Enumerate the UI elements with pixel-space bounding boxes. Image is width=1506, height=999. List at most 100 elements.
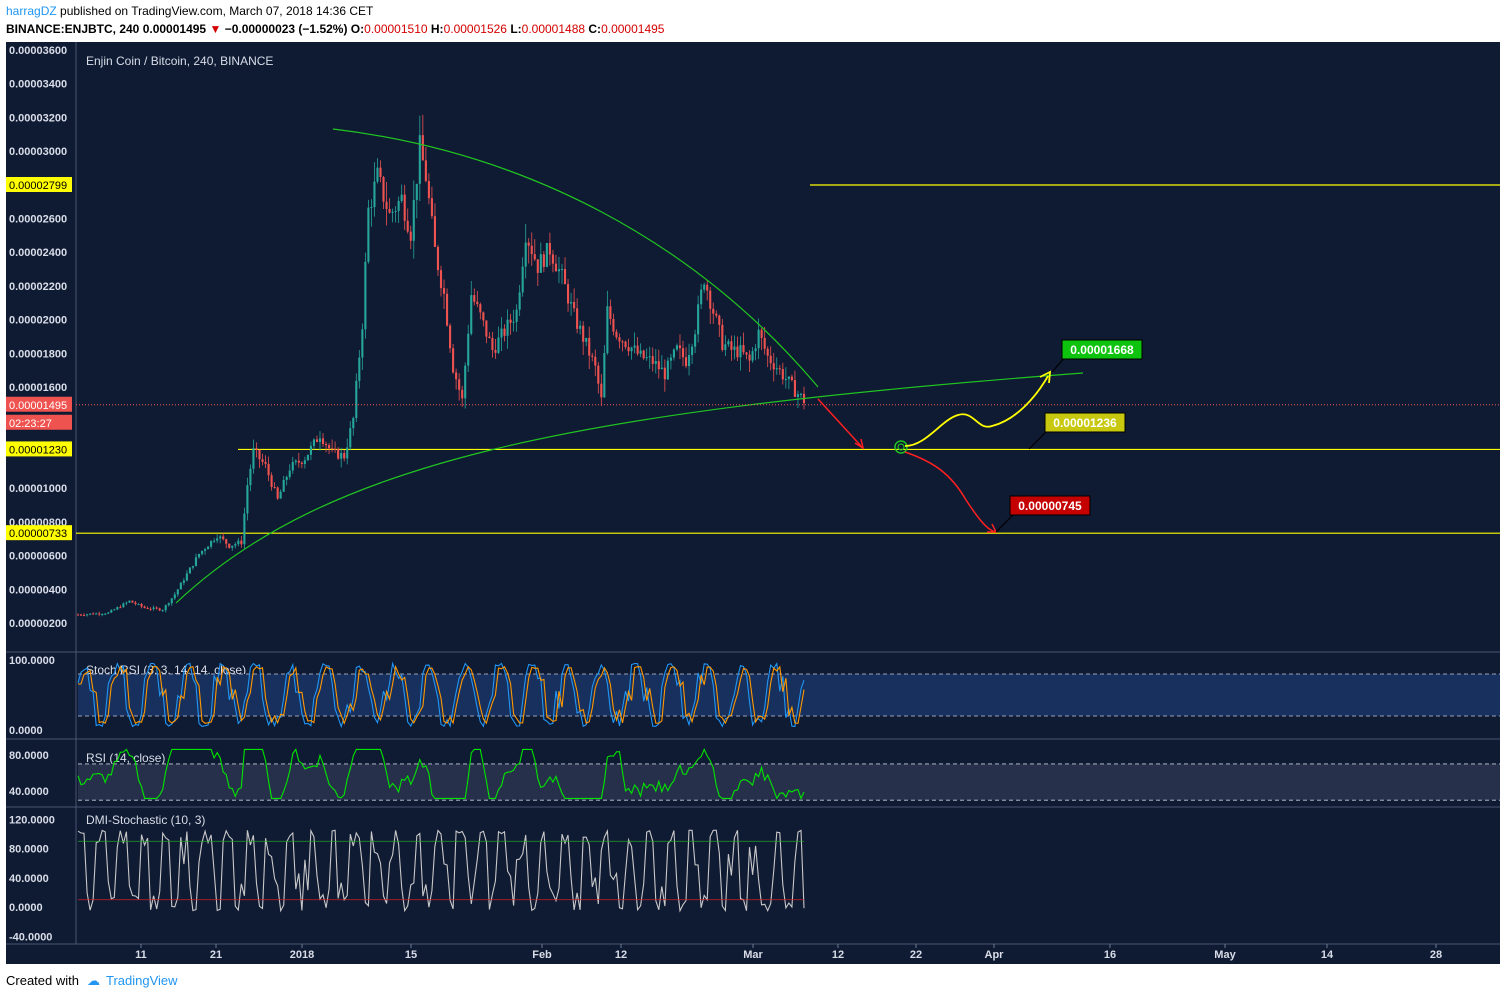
candle-body: [397, 200, 400, 212]
candle-body: [92, 613, 95, 615]
candle-body: [687, 355, 691, 367]
x-tick-label: Feb: [532, 949, 552, 961]
candle-body: [98, 613, 101, 615]
candle-body: [297, 460, 300, 463]
candle-body: [110, 610, 113, 613]
candle-body: [666, 360, 669, 380]
x-tick-label: 16: [1104, 949, 1116, 961]
candle-body: [433, 216, 437, 247]
pane-tick-label: 0.0000: [9, 725, 43, 737]
candle-body: [739, 345, 742, 358]
candle-body: [678, 345, 682, 349]
candle-body: [315, 439, 319, 442]
ohlc-bar: BINANCE:ENJBTC, 240 0.00001495 ▼ −0.0000…: [6, 22, 664, 36]
open-label: O:: [350, 22, 365, 36]
level-price-label-bg: [6, 441, 72, 457]
candle-body: [337, 449, 340, 459]
candle-body: [754, 348, 757, 352]
y-tick-label: 0.00002000: [9, 315, 67, 327]
projection-drawings[interactable]: [817, 355, 1067, 533]
candle-body: [784, 379, 787, 381]
target-callout-label[interactable]: 0.00001668: [1070, 343, 1134, 357]
candle-body: [430, 198, 433, 217]
candle-body: [216, 538, 219, 541]
candle-body: [554, 263, 558, 272]
author-link[interactable]: harragDZ: [6, 4, 57, 18]
candle-body: [730, 341, 733, 350]
target-callouts[interactable]: 0.00001668 0.00001236 0.00000745: [1009, 339, 1143, 516]
low-value: 0.00001488: [521, 22, 586, 36]
candle-body: [703, 284, 706, 290]
pane-tick-label: 120.0000: [9, 814, 55, 826]
candle-body: [376, 167, 379, 182]
candle-body: [609, 306, 612, 320]
candle-body: [506, 319, 509, 336]
candle-body: [409, 231, 412, 241]
candle-body: [715, 313, 718, 316]
y-tick-label: 0.00002600: [9, 214, 67, 226]
x-axis-ticks: 11 21 2018 15 Feb 12 Mar 12 22 Apr 16 May 14 28: [135, 944, 1442, 961]
candle-body: [775, 368, 778, 370]
candle-body: [681, 348, 685, 358]
y-tick-label: 0.00003400: [9, 79, 67, 91]
candle-body: [288, 470, 291, 477]
target-callout-label[interactable]: 0.00000745: [1018, 499, 1082, 513]
candle-body: [497, 337, 500, 353]
candle-body: [669, 357, 672, 361]
rsi-line: [77, 748, 805, 800]
candle-body: [358, 357, 361, 381]
candle-body: [312, 439, 316, 446]
candle-body: [170, 598, 173, 604]
candle-body: [273, 487, 276, 489]
candle-body: [654, 361, 657, 364]
candle-body: [361, 329, 364, 358]
candle-body: [796, 394, 800, 397]
candle-body: [458, 379, 461, 390]
candle-body: [149, 608, 152, 610]
candle-body: [745, 352, 748, 355]
candle-body: [240, 540, 243, 545]
stoch-k-line: [77, 661, 805, 729]
bullish-path: [904, 375, 1049, 447]
upper-resistance-curve[interactable]: [332, 128, 819, 388]
candle-body: [721, 324, 724, 351]
x-tick-label: Apr: [985, 949, 1005, 961]
target-callout-bg: [1009, 495, 1091, 516]
candle-body: [225, 539, 228, 544]
candle-body: [194, 557, 198, 566]
dmi-line: [77, 828, 805, 913]
chart-background: [6, 42, 1500, 964]
band-fill: [78, 763, 1500, 801]
candle-body: [582, 325, 585, 342]
candle-body: [449, 325, 452, 349]
candle-body: [418, 135, 421, 184]
candle-body: [276, 487, 279, 499]
candle-body: [624, 341, 627, 348]
candle-body: [391, 211, 394, 213]
candle-body: [790, 376, 793, 381]
candle-body: [612, 319, 615, 332]
target-callout-label[interactable]: 0.00001236: [1053, 416, 1117, 430]
candle-body: [279, 491, 282, 499]
candle-body: [379, 167, 382, 177]
candle-body: [213, 540, 216, 542]
horizontal-levels[interactable]: [76, 184, 1500, 534]
x-tick-label: 12: [615, 949, 627, 961]
pane-tick-label: 40.0000: [9, 786, 49, 798]
candle-body: [627, 347, 630, 352]
x-tick-label: 14: [1321, 949, 1334, 961]
candle-body: [694, 334, 697, 347]
chart-area[interactable]: 0.00003600 0.00003400 0.00003200 0.00003000…: [6, 42, 1500, 964]
candle-body: [603, 353, 606, 398]
candle-body: [364, 261, 367, 330]
candle-body: [542, 254, 545, 267]
target-callout-bg: [1044, 412, 1126, 433]
tradingview-link[interactable]: TradingView: [105, 973, 178, 988]
candle-body: [476, 301, 479, 305]
candle-body: [158, 608, 161, 611]
candle-body: [672, 349, 675, 358]
candle-body: [346, 447, 349, 459]
x-tick-label: Mar: [743, 949, 763, 961]
lower-support-curve[interactable]: [175, 372, 1084, 604]
candle-body: [291, 462, 294, 471]
